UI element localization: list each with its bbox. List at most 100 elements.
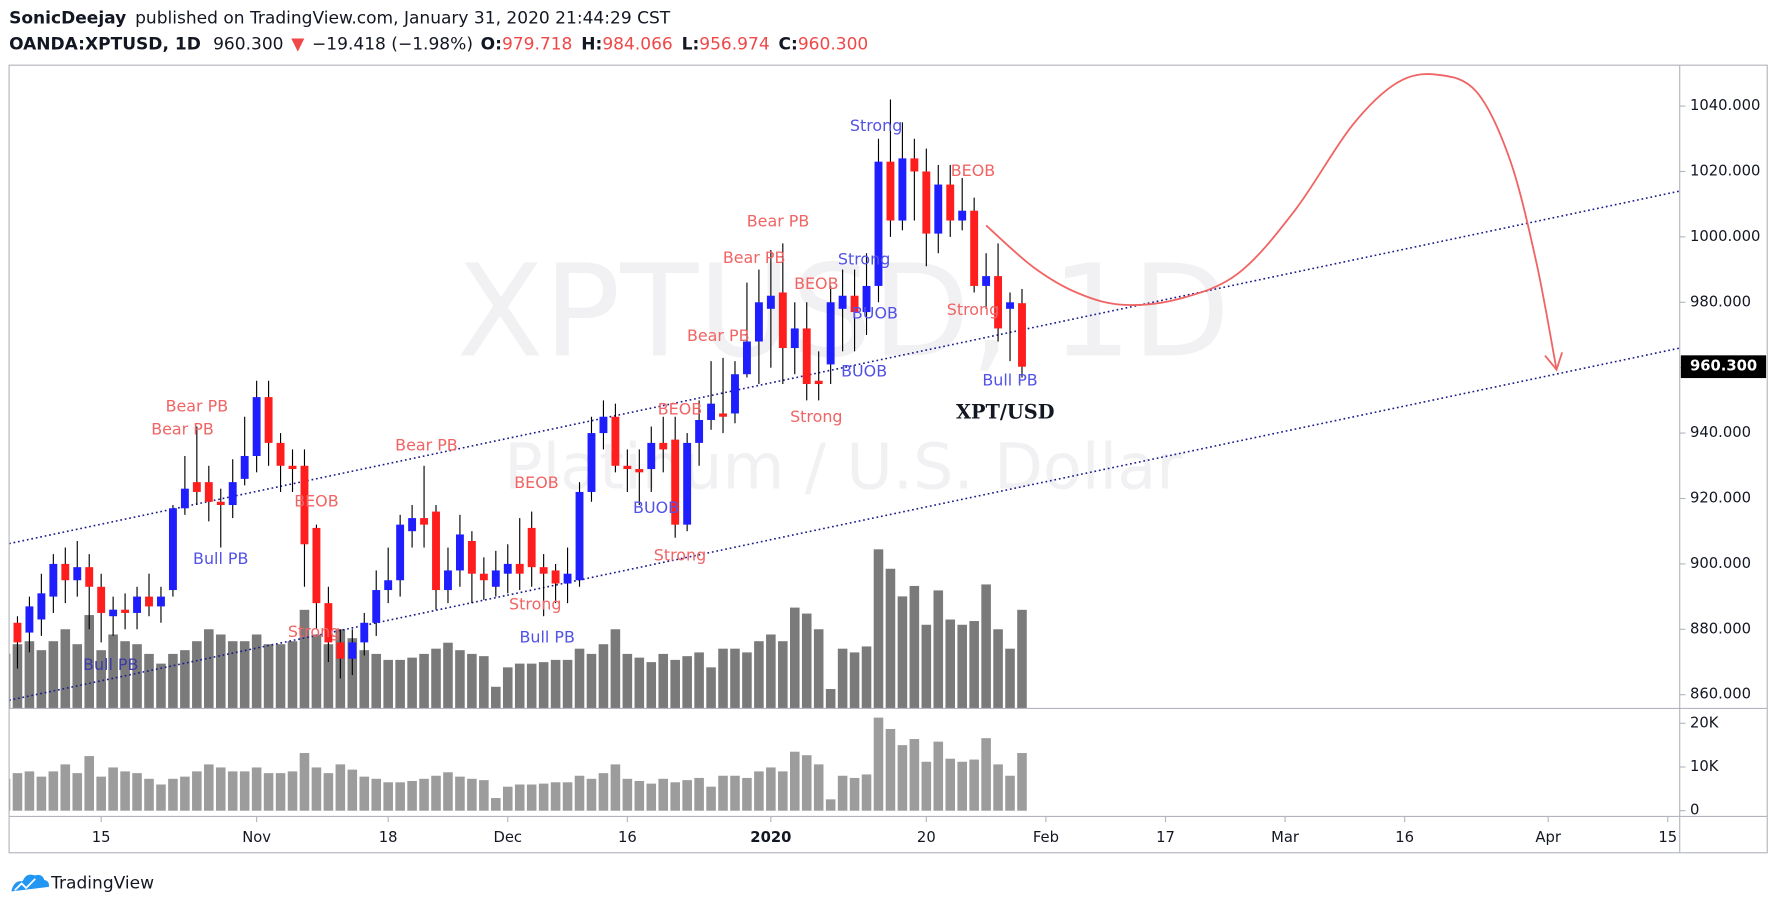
candle-body [13,622,22,643]
candle-body [886,161,895,221]
signal-label: Strong [790,407,842,426]
volume-bar [96,776,106,811]
volume-bar [562,782,573,811]
candle-body [491,570,500,587]
candle-body [348,642,357,659]
volume-bar [299,753,310,811]
time-tick-label: 20 [917,829,936,846]
candle-body [946,184,955,221]
volume-overlay-bar [658,653,669,709]
volume-overlay-bar [263,644,274,709]
symbol: OANDA:XPTUSD, 1D [9,35,201,55]
volume-bar [371,778,382,811]
volume-overlay-bar [120,641,130,709]
volume-overlay-bar [24,641,35,709]
candle-body [252,397,261,456]
volume-bar [12,773,23,811]
volume-overlay-bar [311,634,322,709]
volume-overlay-bar [945,619,956,709]
time-tick-label: Nov [242,829,271,846]
volume-bar [873,717,884,811]
volume-overlay-bar [849,652,860,709]
volume-bar [837,775,848,811]
volume-bar [383,782,393,811]
candle-body [814,380,823,385]
volume-bar [491,798,501,811]
volume-bar [359,776,370,811]
price-tick-label: 900.000 [1690,555,1751,572]
volume-overlay-bar [359,650,370,709]
volume-bar [263,773,274,811]
h-label: H: [581,35,602,55]
published: published on TradingView.com, January 31… [135,9,671,29]
volume-pane [9,717,1027,811]
volume-overlay-bar [371,653,382,709]
volume-bar [670,782,680,811]
signal-label: BEOB [294,491,338,510]
volume-bar [108,767,118,811]
candle-body [563,573,572,584]
volume-bar [156,784,166,811]
signal-label: Bull PB [193,549,248,568]
volume-bar [538,783,549,811]
signal-label: Bull PB [83,655,138,674]
volume-overlay-bar [287,641,298,709]
candle-body [671,439,680,525]
volume-overlay-bar [108,634,118,709]
volume-bar [550,782,561,811]
signal-label: Strong [850,116,902,135]
last-price-label: 960.300 [1690,358,1757,375]
volume-bar [479,780,489,811]
volume-overlay-bar [1017,609,1027,709]
volume-bar [706,786,716,811]
volume-overlay-bar [598,644,609,709]
candle-body [276,442,285,466]
volume-bar [574,775,585,811]
volume-overlay-bar [694,652,704,709]
candle-body [336,642,345,659]
signal-label: BUOB [852,304,898,323]
volume-overlay-bar [168,653,178,709]
volume-bar [969,759,979,811]
volume-bar [754,771,764,811]
change: −19.418 (−1.98%) [312,35,473,55]
volume-overlay-bar [670,659,680,709]
volume-overlay-bar [897,596,908,709]
volume-bar [407,780,417,811]
volume-overlay-bar [251,634,262,709]
candle-body [288,465,297,470]
volume-overlay-bar [502,667,513,709]
volume-overlay-bar [514,663,525,709]
signal-label: BUOB [633,498,679,517]
volume-overlay-bar [909,585,920,709]
l-value: 956.974 [699,35,769,55]
volume-bar [921,761,932,811]
axes: 860.000880.000900.000920.000940.000960.0… [92,97,1767,846]
candle-body [754,302,763,342]
volume-overlay-bar [993,629,1003,709]
volume-bar [36,776,47,811]
volume-overlay-bar [718,648,728,709]
price-tick-label: 860.000 [1690,686,1751,703]
candle-body [611,416,620,466]
volume-overlay-bar [682,656,692,709]
volume-bar [120,771,130,811]
volume-bar [335,764,346,811]
l-label: L: [682,35,700,55]
volume-overlay-bar [766,634,776,709]
arrow: ▼ [291,35,305,55]
time-tick-label: Mar [1271,829,1300,846]
candle-body [1006,302,1014,309]
volume-bar [682,780,692,811]
candle-body [467,541,476,574]
candle-body [324,603,333,643]
volume-bar [981,738,991,811]
candle-body [898,158,907,221]
volume-overlay-bar [634,657,645,709]
volume-overlay-bar [861,646,872,709]
volume-overlay-bar [84,615,94,709]
candle-body [790,328,799,349]
volume-overlay-bar [837,648,848,709]
time-tick-label: 17 [1156,829,1175,846]
volume-overlay-bar [981,584,991,709]
